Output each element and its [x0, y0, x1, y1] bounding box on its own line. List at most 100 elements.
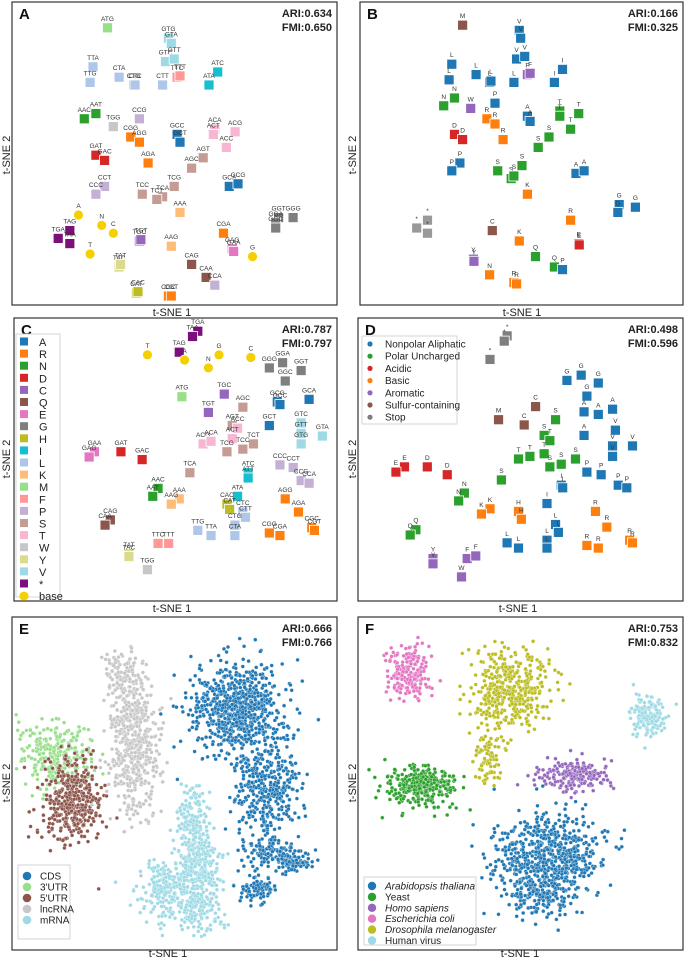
data-point	[231, 746, 236, 751]
data-point	[126, 805, 131, 810]
data-point	[653, 714, 658, 719]
point-label: CCA	[302, 471, 316, 478]
legend-item: Polar Uncharged	[367, 352, 460, 363]
data-point	[415, 668, 420, 673]
base-point	[142, 349, 153, 361]
data-point	[229, 762, 234, 767]
data-point	[208, 923, 213, 928]
legend-item: Stop	[367, 413, 406, 424]
data-point	[483, 693, 488, 698]
data-point	[426, 644, 431, 649]
codon-point	[220, 141, 232, 153]
data-point	[127, 677, 133, 682]
data-point	[112, 780, 118, 785]
legend-label: F	[39, 494, 46, 506]
data-point	[138, 873, 144, 878]
codon-point	[609, 424, 621, 436]
data-point	[218, 658, 223, 663]
data-point	[198, 904, 203, 909]
point-label: L	[545, 528, 549, 535]
data-point	[420, 676, 425, 682]
data-point	[48, 759, 53, 765]
data-point	[105, 652, 110, 657]
data-point	[24, 728, 29, 733]
legend-label: 3'UTR	[40, 883, 68, 894]
point-label: TAT	[115, 252, 126, 259]
data-point	[430, 686, 435, 691]
point-label: TTC	[171, 65, 184, 72]
data-point	[115, 714, 120, 719]
data-point	[86, 818, 91, 823]
data-point	[251, 798, 256, 803]
data-point	[131, 796, 136, 801]
point-label: TGG	[140, 558, 154, 565]
data-point	[34, 725, 39, 730]
data-point	[263, 707, 268, 712]
data-point	[37, 731, 43, 736]
point-label: E	[394, 460, 399, 467]
point-label: CGC	[161, 284, 176, 291]
codon-point	[421, 461, 433, 473]
codon-point	[200, 271, 212, 283]
data-point	[273, 868, 279, 874]
data-point	[225, 644, 231, 650]
data-point	[129, 645, 134, 651]
data-point	[83, 812, 88, 817]
data-point	[160, 933, 165, 938]
data-point	[259, 781, 264, 786]
data-point	[300, 860, 305, 865]
point-label: V	[630, 434, 635, 441]
point-label: CAC	[131, 280, 145, 287]
point-label: GTT	[295, 421, 308, 428]
data-point	[300, 679, 305, 684]
point-label: TCA	[183, 461, 197, 468]
data-point	[178, 826, 183, 831]
data-point	[155, 863, 161, 868]
data-point	[260, 848, 265, 853]
legend-label: M	[39, 482, 48, 494]
data-point	[155, 901, 160, 906]
data-point	[273, 730, 278, 735]
data-point	[400, 673, 405, 678]
cluster-drosophila-melanogaster	[473, 721, 510, 788]
data-point	[486, 761, 491, 766]
data-point	[535, 676, 540, 681]
point-label: L	[474, 63, 478, 70]
data-point	[131, 673, 136, 678]
point-label: S	[536, 135, 541, 142]
data-point	[261, 894, 266, 899]
data-point	[503, 665, 508, 670]
legend-item: 5'UTR	[22, 894, 68, 905]
point-label: P	[599, 463, 603, 470]
data-point	[149, 910, 154, 915]
codon-point	[515, 32, 527, 44]
data-point	[546, 716, 551, 721]
codon-point	[209, 279, 221, 291]
point-label: S	[553, 408, 558, 415]
data-point	[140, 670, 145, 675]
data-point	[116, 655, 121, 660]
data-point	[255, 879, 260, 884]
data-point	[60, 838, 65, 843]
codon-point	[142, 564, 153, 576]
data-point	[660, 705, 665, 710]
data-point	[99, 785, 104, 790]
data-point	[272, 683, 277, 689]
data-point	[200, 865, 205, 870]
data-point	[87, 788, 92, 793]
legend-label: Basic	[385, 376, 409, 387]
point-label: GTC	[159, 50, 173, 57]
data-point	[106, 692, 111, 697]
data-point	[486, 668, 491, 673]
data-point	[277, 807, 282, 812]
data-point	[72, 815, 77, 820]
data-point	[253, 670, 258, 675]
data-point	[272, 883, 277, 888]
data-point	[635, 731, 640, 736]
data-point	[163, 879, 169, 884]
data-point	[142, 768, 147, 773]
data-point	[204, 901, 209, 907]
codon-point	[203, 79, 215, 91]
